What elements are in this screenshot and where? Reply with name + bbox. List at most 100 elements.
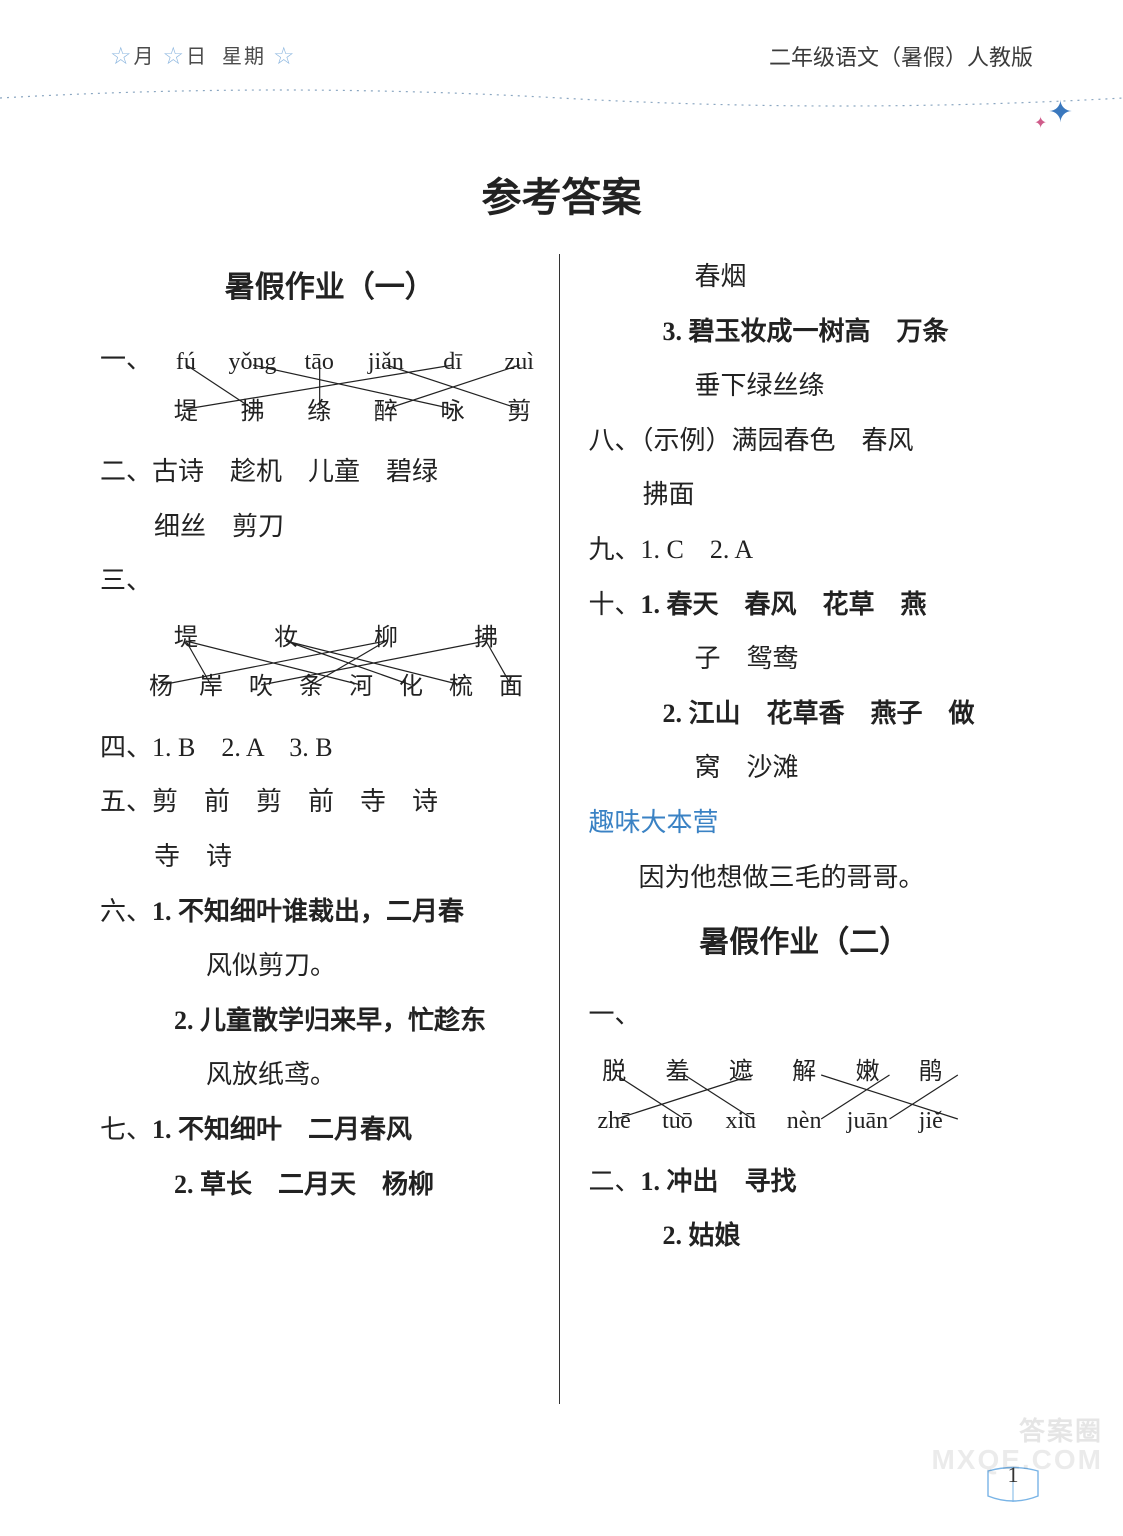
answer-text: 古诗 趁机 儿童 碧绿 — [152, 457, 438, 486]
q-label: 二、 — [100, 457, 152, 486]
header-right: 二年级语文（暑假）人教版 — [769, 40, 1033, 72]
q-label: 一、 — [588, 1000, 640, 1029]
answer-text: （示例）满园春色 春风 — [641, 426, 914, 455]
diagram-top-item: dī — [419, 337, 486, 387]
fun-title: 趣味大本营 — [588, 796, 1020, 851]
diagram-top-item: 柳 — [336, 613, 436, 663]
diagram-bottom-item: zhē — [582, 1096, 645, 1146]
q-label: 七、 — [100, 1115, 152, 1144]
hw1-q8b: 拂面 — [588, 468, 1020, 523]
diagram-top-item: 妆 — [236, 613, 336, 663]
hw1-q6: 六、1. 不知细叶谁裁出，二月春 — [100, 885, 559, 940]
diagram-top-item: 拂 — [436, 613, 536, 663]
hw1-q7-3: 3. 碧玉妆成一树高 万条 — [588, 305, 1020, 360]
diagram-bottom-item: 堤 — [153, 387, 220, 437]
diagram-bottom-item: 吹 — [236, 662, 286, 712]
diagram-top-item: 遮 — [709, 1047, 772, 1097]
diagram-bottom-item: nèn — [772, 1096, 835, 1146]
star-icon: ☆ — [273, 42, 297, 71]
hw2-title: 暑假作业（二） — [588, 911, 1020, 974]
fun-answer: 因为他想做三毛的哥哥。 — [588, 851, 1020, 906]
hw1-q3: 三、 — [100, 554, 559, 609]
diagram-top-item: 解 — [772, 1047, 835, 1097]
answer-text: 剪 前 剪 前 寺 诗 — [152, 787, 438, 816]
page-number: 1 — [983, 1456, 1043, 1508]
hw1-q10: 十、1. 春天 春风 花草 燕 — [588, 578, 1020, 633]
left-column: 暑假作业（一） 一、 fúyǒngtāojiǎndīzuì 堤拂绦醉咏剪 二、古… — [100, 250, 559, 1420]
answer-text: 1. 冲出 寻找 — [641, 1167, 797, 1196]
diagram-top-item: 脱 — [582, 1047, 645, 1097]
q-label: 二、 — [588, 1167, 640, 1196]
diagram-bottom-item: 岸 — [186, 662, 236, 712]
hw1-q6-1b: 风似剪刀。 — [100, 939, 559, 994]
diagram-bottom-item: 剪 — [486, 387, 553, 437]
diagram-bottom-item: tuō — [646, 1096, 709, 1146]
q-label: 一、 — [100, 345, 152, 374]
week-label: 星期 — [222, 46, 266, 68]
star-icon: ☆ — [163, 42, 187, 71]
hw1-q1: 一、 fúyǒngtāojiǎndīzuì 堤拂绦醉咏剪 — [100, 333, 559, 445]
answer-text: 四、1. B 2. A 3. B — [100, 733, 333, 762]
hw1-q8: 八、（示例）满园春色 春风 — [588, 414, 1020, 469]
diagram-bottom-item: 面 — [486, 662, 536, 712]
star-icon: ☆ — [110, 42, 134, 71]
diagram-bottom-item: 咏 — [419, 387, 486, 437]
diagram-top-item: jiǎn — [353, 337, 420, 387]
answer-text: 3. 碧玉妆成一树高 万条 — [662, 317, 948, 346]
hw1-q9: 九、1. C 2. A — [588, 523, 1020, 578]
watermark-cn: 答案圈 — [931, 1417, 1103, 1446]
diagram-top-item: tāo — [286, 337, 353, 387]
hw1-q5-cont: 寺 诗 — [100, 830, 559, 885]
hw1-q2: 二、古诗 趁机 儿童 碧绿 — [100, 445, 559, 500]
q-label: 五、 — [100, 787, 152, 816]
hw1-q5: 五、剪 前 剪 前 寺 诗 — [100, 775, 559, 830]
answer-text: 1. 不知细叶 二月春风 — [152, 1115, 412, 1144]
month-label: 月 — [134, 46, 156, 68]
answer-text: 九、1. C 2. A — [588, 535, 753, 564]
page-header: ☆月 ☆日 星期 ☆ 二年级语文（暑假）人教版 — [0, 40, 1123, 90]
header-left: ☆月 ☆日 星期 ☆ — [110, 40, 297, 73]
hw1-q7-3b: 垂下绿丝绦 — [588, 359, 1020, 414]
q-label: 三、 — [100, 566, 152, 595]
q-label: 六、 — [100, 897, 152, 926]
hw1-q1-diagram: fúyǒngtāojiǎndīzuì 堤拂绦醉咏剪 — [153, 337, 553, 437]
page-title: 参考答案 — [0, 165, 1123, 223]
right-column: 春烟 3. 碧玉妆成一树高 万条 垂下绿丝绦 八、（示例）满园春色 春风 拂面 … — [560, 250, 1020, 1420]
answer-text: 2. 姑娘 — [662, 1221, 740, 1250]
diagram-bottom-item: 绦 — [286, 387, 353, 437]
answer-text: 2. 草长 二月天 杨柳 — [174, 1170, 434, 1199]
hw1-q2-cont: 细丝 剪刀 — [100, 500, 559, 555]
diagram-top-item: zuì — [486, 337, 553, 387]
hw1-q7-2b: 春烟 — [588, 250, 1020, 305]
diagram-bottom-item: 河 — [336, 662, 386, 712]
diagram-top-item: fú — [153, 337, 220, 387]
hw2-q2: 二、1. 冲出 寻找 — [588, 1155, 1020, 1210]
hw1-q7: 七、1. 不知细叶 二月春风 — [100, 1103, 559, 1158]
hw1-q10-2: 2. 江山 花草香 燕子 做 — [588, 687, 1020, 742]
diagram-top-item: yǒng — [219, 337, 286, 387]
diagram-bottom-item: 化 — [386, 662, 436, 712]
hw1-q10-2b: 窝 沙滩 — [588, 741, 1020, 796]
hw1-q3-diagram: 堤妆柳拂 杨岸吹条河化梳面 — [136, 613, 536, 713]
diagram-bottom-item: jiě — [899, 1096, 962, 1146]
hw1-q6-2b: 风放纸鸢。 — [100, 1048, 559, 1103]
diagram-bottom-item: 杨 — [136, 662, 186, 712]
hw2-q1: 一、 脱羞遮解嫩鹃 zhētuōxiūnènjuānjiě — [588, 988, 1020, 1155]
q-label: 八、 — [588, 426, 640, 455]
hw2-q1-diagram: 脱羞遮解嫩鹃 zhētuōxiūnènjuānjiě — [582, 1047, 962, 1147]
answer-text: 1. 不知细叶谁裁出，二月春 — [152, 897, 464, 926]
answer-text: 2. 江山 花草香 燕子 做 — [662, 699, 974, 728]
page-number-value: 1 — [983, 1462, 1043, 1488]
hw1-q10-1b: 子 鸳鸯 — [588, 632, 1020, 687]
content-body: 暑假作业（一） 一、 fúyǒngtāojiǎndīzuì 堤拂绦醉咏剪 二、古… — [100, 250, 1020, 1420]
hw1-q4: 四、1. B 2. A 3. B — [100, 721, 559, 776]
day-label: 日 — [186, 46, 208, 68]
corner-star-icon: ✦✦ — [1048, 95, 1073, 130]
diagram-bottom-item: 拂 — [219, 387, 286, 437]
diagram-bottom-item: 醉 — [353, 387, 420, 437]
diagram-bottom-item: xiū — [709, 1096, 772, 1146]
q-label: 十、 — [588, 590, 640, 619]
diagram-bottom-item: 梳 — [436, 662, 486, 712]
hw1-q6-2: 2. 儿童散学归来早，忙趁东 — [100, 994, 559, 1049]
diagram-top-item: 嫩 — [836, 1047, 899, 1097]
